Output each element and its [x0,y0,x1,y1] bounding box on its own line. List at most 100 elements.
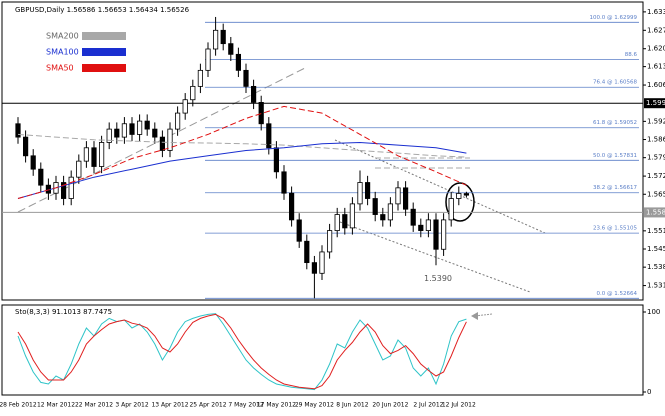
candle-body [106,128,112,143]
candle-body [357,182,363,205]
x-tick-label: 12 Jul 2012 [442,402,476,409]
candle-body [440,219,447,250]
candle-body [364,182,371,199]
candle-body [228,43,234,55]
candle-body [319,251,325,274]
candle-body [456,193,462,199]
legend-label: SMA50 [46,64,74,73]
x-tick-label: 17 May 2012 [257,402,296,409]
candle-body [425,219,432,231]
candle-body [99,142,105,167]
x-tick-label: 28 Feb 2012 [0,402,37,409]
candle-body [114,128,120,138]
candle-body [182,99,188,114]
candle-body [243,69,249,87]
oscillator-title: Sto(8,3,3) 91.1013 87.7475 [15,308,112,316]
fib-label: 61.8 @ 1.59052 [593,120,637,126]
chart-title: GBPUSD,Daily 1.56586 1.56653 1.56434 1.5… [15,6,190,14]
candle-body [334,214,340,231]
legend-label: SMA200 [46,32,79,41]
y-tick-label: 1.5314 [647,282,665,290]
candle-body [296,219,302,242]
candle-body [380,214,386,221]
y-tick-label: 100 [647,308,660,316]
x-tick-label: 2 Jul 2012 [413,402,443,409]
moving-average [17,105,467,199]
candle-body [197,69,203,87]
y-tick-label: 1.5519 [647,227,665,235]
candle-body [61,182,67,199]
price-label: 1.5997 [646,99,665,107]
candle-body [410,208,416,226]
annotation: 1.5390 [424,274,452,283]
y-tick-label: 1.6339 [647,8,665,16]
legend-swatch [82,32,126,40]
candle-body [174,112,181,130]
candle-body [68,176,74,199]
fib-label: 0.0 @ 1.52664 [597,291,638,297]
candle-body [15,123,21,138]
candle-body [220,29,226,45]
y-tick-label: 1.5793 [647,154,665,162]
candle-body [281,171,287,194]
y-tick-label: 1.5724 [647,172,665,180]
x-tick-label: 20 Jun 2012 [372,402,408,409]
y-tick-label: 1.5383 [647,263,665,271]
candle-body [311,262,318,274]
legend-label: SMA100 [46,48,79,57]
candle-body [387,203,394,221]
x-tick-label: 29 May 2012 [295,402,334,409]
candle-body [22,136,29,157]
candle-body [205,48,211,71]
candle-body [418,224,424,231]
candle-body [121,123,127,138]
x-tick-label: 12 Mar 2012 [37,402,75,409]
candle-body [159,136,165,151]
candle-body [190,85,196,101]
fib-label: 100.0 @ 1.62999 [590,15,638,21]
channel-line [339,221,531,293]
candle-body [349,203,356,229]
fib-label: 23.6 @ 1.55105 [593,226,637,232]
fib-label: 38.2 @ 1.56617 [593,185,637,191]
moving-average [17,141,467,199]
y-tick-label: 1.6065 [647,81,665,89]
legend-swatch [82,48,126,56]
candle-body [167,128,173,151]
price-label-box [644,98,665,109]
x-tick-label: 25 Apr 2012 [189,402,226,409]
y-tick-label: 1.5656 [647,190,665,198]
candle-body [433,219,439,250]
price-label-box [644,207,665,218]
candle-body [258,102,264,125]
oscillator-line [17,313,467,390]
candle-body [372,198,378,215]
y-tick-label: 1.6134 [647,63,665,71]
candle-body [463,193,470,196]
x-tick-label: 7 May 2012 [228,402,263,409]
candle-body [136,120,143,135]
candle-body [395,187,401,205]
candle-body [273,147,280,173]
arrow-head [471,312,478,320]
candle-body [235,53,241,71]
candle-body [91,147,97,167]
candle-body [76,160,82,178]
candle-body [266,123,272,149]
x-tick-label: 3 Apr 2012 [115,402,148,409]
candle-body [152,128,158,138]
candle-body [342,214,348,229]
candle-body [30,155,36,170]
main-frame [1,1,644,301]
price-label: 1.5588 [646,208,665,216]
x-tick-label: 8 Jun 2012 [336,402,368,409]
candle-body [448,198,454,221]
fib-label: 50.0 @ 1.57831 [593,153,637,159]
x-tick-label: 22 Mar 2012 [75,402,113,409]
y-tick-label: 1.6270 [647,26,665,34]
